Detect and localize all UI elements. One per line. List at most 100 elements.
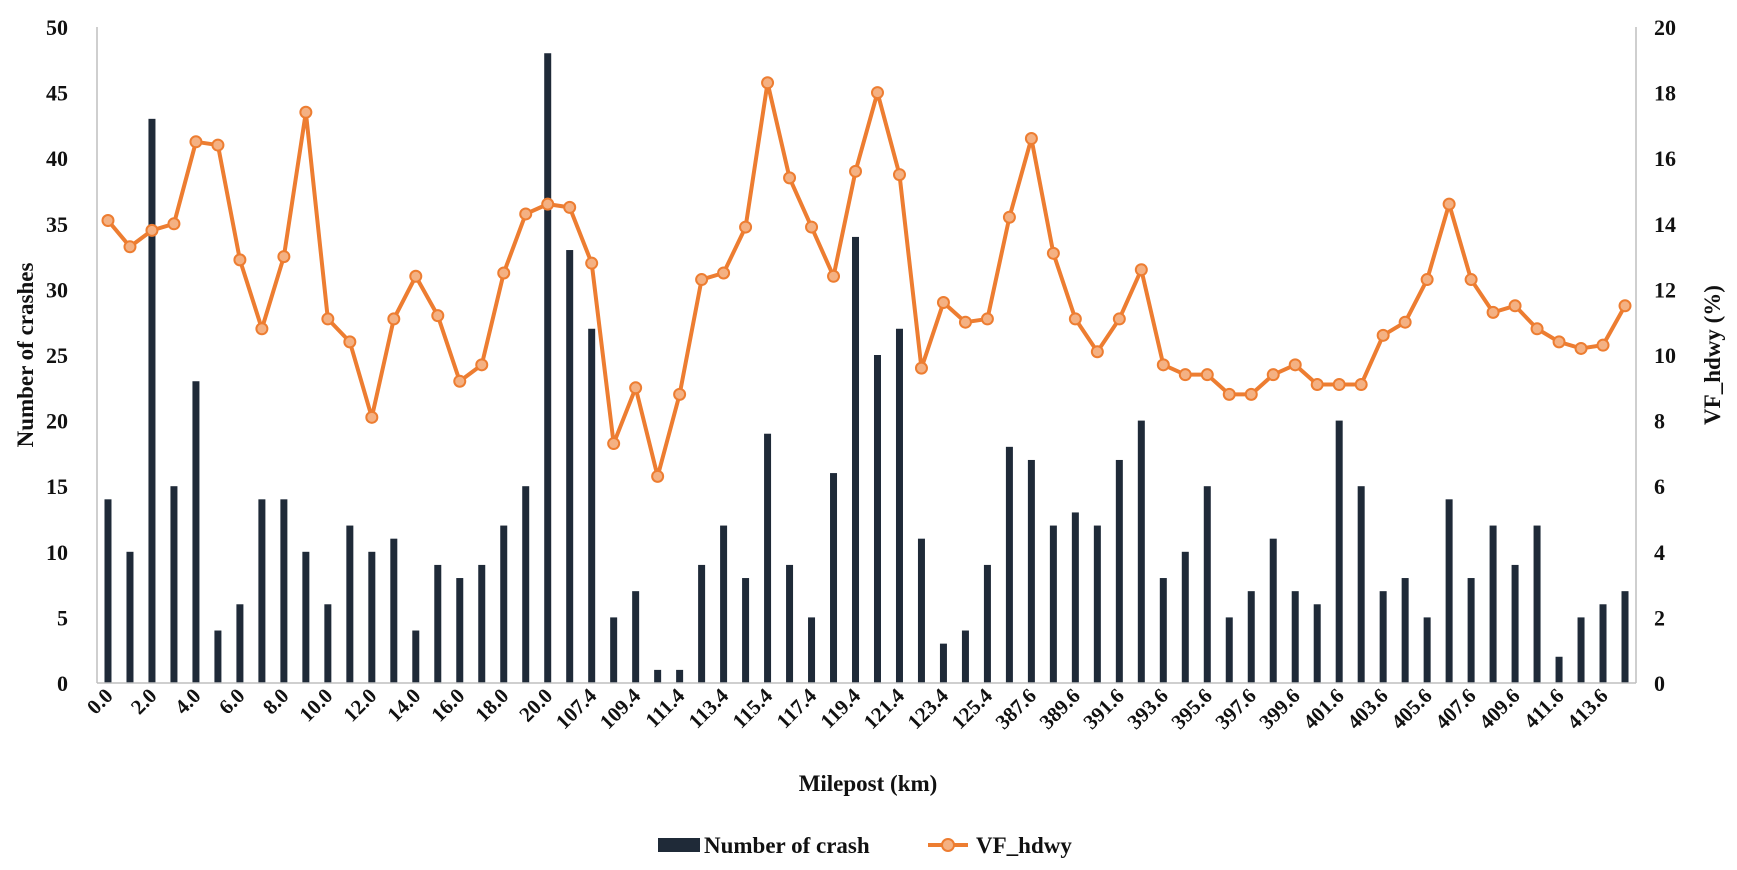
vf-hdwy-point-412.6	[1574, 341, 1588, 355]
vf-hdwy-point-113.4	[717, 266, 731, 280]
x-tick-6.0: 6.0	[214, 684, 250, 720]
x-tick-labels: 0.0 2.0 4.0 6.0 8.0 10.0 12.0 14.0 16.0 18.0 20.01…	[82, 683, 1613, 734]
x-tick-18.0: 18.0	[470, 684, 513, 727]
right-y-tick-10: 10	[1654, 343, 1676, 368]
x-tick-125.4: 125.4	[947, 683, 998, 734]
vf-hdwy-point-387.6	[1024, 132, 1038, 146]
x-tick-119.4: 119.4	[815, 683, 865, 733]
bar-394.6	[1181, 551, 1189, 683]
vf-hdwy-point-114.4	[739, 220, 753, 234]
bar-398.6	[1269, 538, 1277, 683]
x-tick-8.0: 8.0	[258, 684, 294, 720]
vf-hdwy-point-124.4	[958, 315, 972, 329]
bar-107.4	[588, 328, 596, 683]
bar-6.0	[236, 604, 244, 683]
legend: Number of crash VF_hdwy	[658, 833, 1072, 858]
x-tick-111.4: 111.4	[640, 683, 689, 732]
x-tick-409.6: 409.6	[1474, 684, 1524, 734]
bar-414.6	[1621, 591, 1629, 683]
legend-label-crash: Number of crash	[704, 833, 870, 858]
bar-111.4	[676, 669, 684, 683]
vf-hdwy-point-395.6	[1200, 368, 1214, 382]
vf-hdwy-point-121.4	[892, 168, 906, 182]
bar-series-group	[104, 53, 1629, 684]
bar-2.0	[148, 118, 156, 684]
vf-hdwy-point-122.4	[914, 361, 928, 375]
vf-hdwy-point-413.6	[1596, 338, 1610, 352]
vf-hdwy-point-414.6	[1618, 299, 1632, 313]
axes-group	[96, 27, 1637, 684]
vf-hdwy-point-409.6	[1508, 299, 1522, 313]
right-y-tick-20: 20	[1654, 15, 1676, 40]
bar-411.6	[1555, 656, 1563, 683]
bar-116.4	[786, 564, 794, 683]
bar-118.4	[830, 473, 838, 683]
bar-402.6	[1357, 486, 1365, 683]
vf-hdwy-point-402.6	[1354, 378, 1368, 392]
x-tick-393.6: 393.6	[1122, 684, 1172, 734]
bar-17.0	[478, 564, 486, 683]
bar-19.0	[522, 486, 530, 683]
vf-hdwy-point-106.4	[563, 200, 577, 214]
left-y-tick-30: 30	[46, 277, 68, 302]
left-y-tick-40: 40	[46, 146, 68, 171]
line-series-group	[101, 76, 1632, 483]
bar-124.4	[961, 630, 969, 683]
bar-12.0	[368, 551, 376, 683]
bar-393.6	[1159, 578, 1167, 683]
left-y-tick-labels: 0 5 10 15 20 25 30 35 40 45 50	[46, 15, 68, 696]
bar-9.0	[302, 551, 310, 683]
vf-hdwy-point-5.0	[211, 138, 225, 152]
x-tick-407.6: 407.6	[1430, 684, 1480, 734]
right-y-tick-18: 18	[1654, 81, 1676, 106]
x-tick-4.0: 4.0	[170, 684, 206, 720]
bar-403.6	[1379, 591, 1387, 683]
vf-hdwy-point-401.6	[1332, 378, 1346, 392]
vf-hdwy-point-406.6	[1442, 197, 1456, 211]
left-y-tick-25: 25	[46, 343, 68, 368]
vf-hdwy-point-388.6	[1046, 246, 1060, 260]
vf-hdwy-point-15.0	[431, 309, 445, 323]
vf-hdwy-point-404.6	[1398, 315, 1412, 329]
bar-120.4	[873, 355, 881, 683]
x-tick-391.6: 391.6	[1078, 684, 1128, 734]
bar-112.4	[698, 564, 706, 683]
right-y-tick-0: 0	[1654, 671, 1665, 696]
vf-hdwy-point-120.4	[870, 86, 884, 100]
bar-121.4	[895, 328, 903, 683]
x-tick-401.6: 401.6	[1298, 684, 1348, 734]
x-tick-115.4: 115.4	[728, 683, 778, 733]
right-y-axis-title: VF_hdwy (%)	[1700, 285, 1725, 425]
x-tick-411.6: 411.6	[1519, 684, 1569, 734]
bar-390.6	[1093, 525, 1101, 683]
vf-hdwy-point-386.6	[1002, 210, 1016, 224]
vf-hdwy-point-390.6	[1090, 345, 1104, 359]
bar-123.4	[939, 643, 947, 683]
x-tick-2.0: 2.0	[126, 684, 162, 720]
vf-hdwy-point-393.6	[1156, 358, 1170, 372]
bar-113.4	[720, 525, 728, 683]
vf-hdwy-point-111.4	[673, 387, 687, 401]
legend-swatch-marker	[941, 838, 955, 852]
x-tick-14.0: 14.0	[382, 684, 425, 727]
vf-hdwy-point-18.0	[497, 266, 511, 280]
bar-20.0	[544, 53, 552, 684]
bar-10.0	[324, 604, 332, 683]
left-y-tick-50: 50	[46, 15, 68, 40]
vf-hdwy-point-9.0	[299, 105, 313, 119]
left-y-tick-5: 5	[57, 605, 68, 630]
vf-hdwy-point-109.4	[629, 381, 643, 395]
bar-406.6	[1445, 499, 1453, 683]
vf-hdwy-point-397.6	[1244, 387, 1258, 401]
vf-hdwy-point-116.4	[783, 171, 797, 185]
vf-hdwy-point-2.0	[145, 223, 159, 237]
vf-hdwy-point-117.4	[805, 220, 819, 234]
bar-4.0	[192, 381, 200, 683]
x-tick-395.6: 395.6	[1166, 684, 1216, 734]
right-y-tick-6: 6	[1654, 474, 1665, 499]
left-y-tick-0: 0	[57, 671, 68, 696]
vf-hdwy-point-403.6	[1376, 328, 1390, 342]
left-y-axis-title: Number of crashes	[13, 263, 38, 448]
vf-hdwy-point-8.0	[277, 250, 291, 264]
bar-108.4	[610, 617, 618, 683]
